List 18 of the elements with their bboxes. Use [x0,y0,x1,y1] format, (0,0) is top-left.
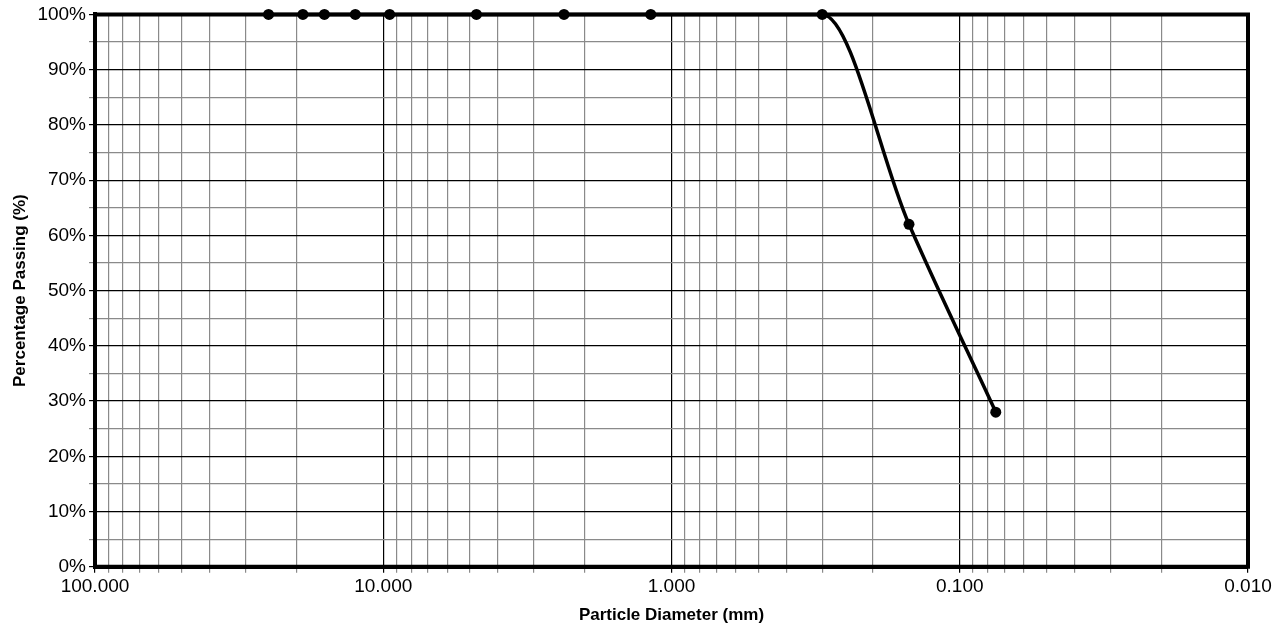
x-tick-label: 0.010 [1224,575,1272,597]
x-tick-label: 100.000 [60,575,130,597]
x-axis-title: Particle Diameter (mm) [578,605,765,625]
y-tick-label: 90% [47,57,87,79]
y-tick-label: 40% [47,334,87,356]
y-axis-title: Percentage Passing (%) [9,194,29,387]
y-tick-label: 70% [47,168,87,190]
y-tick-label: 60% [47,223,87,245]
y-tick-label: 20% [47,444,87,466]
y-tick-label: 30% [47,389,87,411]
y-tick-label: 80% [47,113,87,135]
y-tick-label: 50% [47,278,87,300]
x-tick-label: 0.100 [935,575,984,597]
y-tick-label: 100% [37,2,87,24]
x-tick-label: 1.000 [647,575,696,597]
x-tick-label: 10.000 [354,575,413,597]
y-tick-label: 10% [47,499,87,521]
y-tick-label: 0% [58,555,87,577]
